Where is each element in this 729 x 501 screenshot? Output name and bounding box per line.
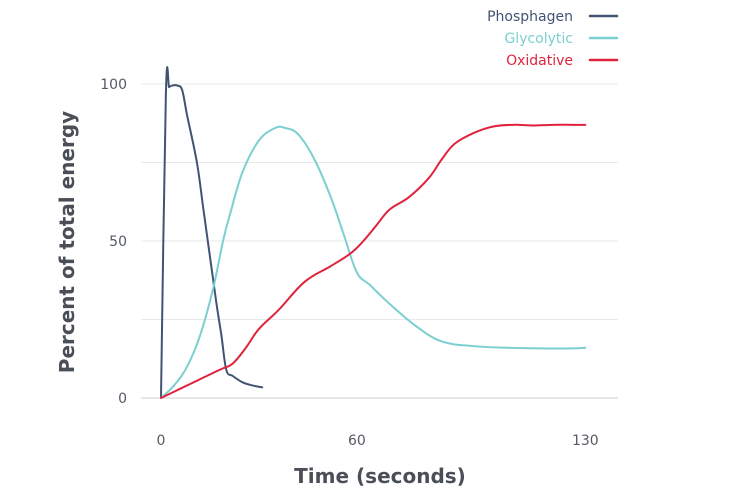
- series-line-glycolytic: [160, 125, 587, 399]
- y-tick-label: 0: [118, 391, 127, 407]
- x-tick-label: 0: [157, 433, 166, 449]
- series-layer: [160, 66, 587, 399]
- legend-label-phosphagen: Phosphagen: [487, 9, 573, 25]
- x-tick-label: 130: [572, 433, 599, 449]
- grid-layer: [141, 83, 618, 399]
- legend-label-glycolytic: Glycolytic: [504, 31, 573, 47]
- x-tick-label: 60: [348, 433, 366, 449]
- legend-label-oxidative: Oxidative: [506, 53, 573, 69]
- series-line-phosphagen: [160, 66, 264, 399]
- y-axis-title: Percent of total energy: [55, 111, 79, 373]
- axis-layer: 0 50 100 0 60 130: [100, 77, 598, 449]
- x-axis-title: Time (seconds): [294, 464, 466, 488]
- y-tick-label: 50: [109, 234, 127, 250]
- y-tick-label: 100: [100, 77, 127, 93]
- series-line-oxidative: [160, 123, 587, 399]
- legend: Phosphagen Glycolytic Oxidative: [487, 9, 619, 69]
